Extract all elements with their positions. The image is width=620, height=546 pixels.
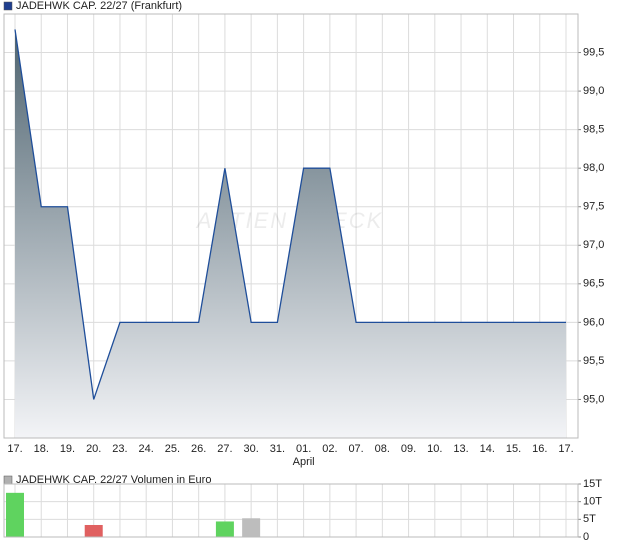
- x-tick-label: 07.: [348, 443, 363, 455]
- x-tick-label: 23.: [112, 443, 127, 455]
- x-tick-label: 15.: [506, 443, 521, 455]
- legend-swatch: [3, 1, 13, 11]
- x-tick-label: 02.: [322, 443, 337, 455]
- volume-bar: [242, 518, 261, 537]
- y-tick-label: 98,5: [583, 124, 604, 136]
- y-tick-label: 96,0: [583, 316, 604, 328]
- y-tick-label: 99,5: [583, 46, 604, 58]
- x-annotation: April: [293, 456, 315, 468]
- y-tick-label: 97,5: [583, 201, 604, 213]
- x-tick-label: 20.: [86, 443, 101, 455]
- y-tick-label: 95,5: [583, 355, 604, 367]
- x-tick-label: 17.: [7, 443, 22, 455]
- y-tick-label: 97,0: [583, 239, 604, 251]
- volume-bar: [84, 524, 103, 537]
- x-tick-label: 08.: [375, 443, 390, 455]
- x-tick-label: 10.: [427, 443, 442, 455]
- legend-swatch: [3, 475, 13, 485]
- x-tick-label: 13.: [453, 443, 468, 455]
- x-tick-label: 09.: [401, 443, 416, 455]
- area-fill: [15, 29, 566, 438]
- y-tick-label: 15T: [583, 478, 602, 490]
- y-tick-label: 0: [583, 531, 589, 543]
- y-tick-label: 98,0: [583, 162, 604, 174]
- plot-frame: [3, 13, 579, 439]
- volume-bar: [6, 492, 24, 537]
- x-tick-label: 17.: [558, 443, 573, 455]
- x-tick-label: 30.: [243, 443, 258, 455]
- y-tick-label: 99,0: [583, 85, 604, 97]
- plot-frame: [3, 483, 579, 538]
- y-tick-label: 95,0: [583, 393, 604, 405]
- legend-title: JADEHWK CAP. 22/27 (Frankfurt): [16, 0, 182, 12]
- y-tick-label: 96,5: [583, 278, 604, 290]
- x-tick-label: 31.: [270, 443, 285, 455]
- y-tick-label: 5T: [583, 513, 596, 525]
- x-tick-label: 24.: [139, 443, 154, 455]
- x-tick-label: 01.: [296, 443, 311, 455]
- x-tick-label: 26.: [191, 443, 206, 455]
- x-tick-label: 14.: [480, 443, 495, 455]
- volume-bar: [215, 521, 234, 537]
- y-tick-label: 10T: [583, 496, 602, 508]
- x-tick-label: 19.: [60, 443, 75, 455]
- x-tick-label: 25.: [165, 443, 180, 455]
- legend-title: JADEHWK CAP. 22/27 Volumen in Euro: [16, 474, 211, 486]
- x-tick-label: 16.: [532, 443, 547, 455]
- x-tick-label: 27.: [217, 443, 232, 455]
- x-tick-label: 18.: [34, 443, 49, 455]
- price-line: [14, 29, 566, 400]
